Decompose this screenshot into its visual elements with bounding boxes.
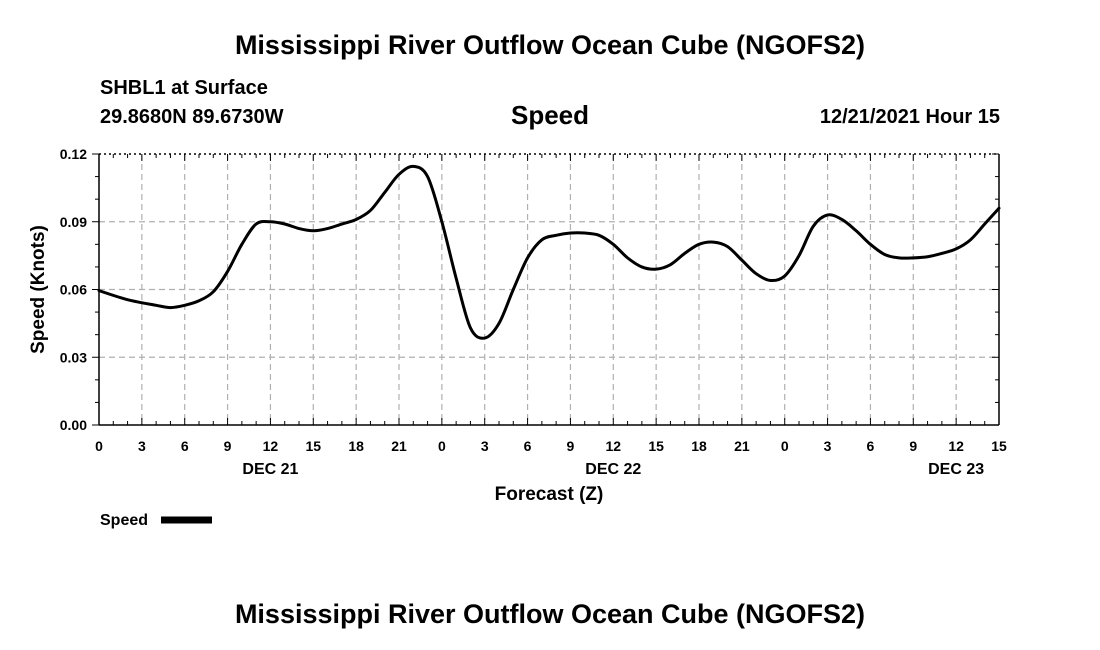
x-tick-label: 0 — [438, 438, 446, 454]
variable-label: Speed — [510, 100, 590, 130]
x-date-label: DEC 23 — [928, 461, 984, 478]
y-tick-label: 0.12 — [60, 146, 87, 162]
legend-label: Speed — [100, 512, 148, 529]
x-tick-label: 0 — [95, 438, 103, 454]
x-tick-label: 9 — [567, 438, 575, 454]
x-date-label: DEC 21 — [242, 461, 298, 478]
x-tick-label: 18 — [348, 438, 364, 454]
x-tick-label: 9 — [909, 438, 917, 454]
x-tick-label: 6 — [181, 438, 189, 454]
x-tick-label: 0 — [781, 438, 789, 454]
x-tick-label: 3 — [824, 438, 832, 454]
x-tick-label: 9 — [224, 438, 232, 454]
chart-title: Mississippi River Outflow Ocean Cube (NG… — [234, 30, 866, 60]
series-line-speed — [97, 164, 1001, 340]
x-tick-label: 12 — [263, 438, 279, 454]
x-tick-label: 21 — [734, 438, 750, 454]
x-tick-label: 15 — [991, 438, 1007, 454]
x-tick-label: 6 — [867, 438, 875, 454]
bottom-chart-title: Mississippi River Outflow Ocean Cube (NG… — [234, 599, 866, 629]
x-tick-label: 6 — [524, 438, 532, 454]
x-tick-label: 3 — [138, 438, 146, 454]
x-tick-label: 3 — [481, 438, 489, 454]
station-label: SHBL1 at Surface — [100, 77, 268, 99]
y-tick-label: 0.00 — [60, 417, 87, 433]
x-tick-label: 12 — [948, 438, 964, 454]
y-tick-label: 0.09 — [60, 214, 87, 230]
y-tick-label: 0.06 — [60, 282, 87, 298]
x-tick-label: 12 — [605, 438, 621, 454]
x-tick-label: 21 — [391, 438, 407, 454]
x-tick-label: 15 — [305, 438, 321, 454]
y-tick-label: 0.03 — [60, 349, 87, 365]
y-axis-title: Speed (Knots) — [28, 225, 49, 354]
x-tick-label: 18 — [691, 438, 707, 454]
x-tick-label: 15 — [648, 438, 664, 454]
forecast-datetime: 12/21/2021 Hour 15 — [819, 106, 1000, 128]
x-date-label: DEC 22 — [585, 461, 641, 478]
x-axis-title: Forecast (Z) — [495, 484, 604, 505]
station-coordinates: 29.8680N 89.6730W — [100, 106, 284, 128]
